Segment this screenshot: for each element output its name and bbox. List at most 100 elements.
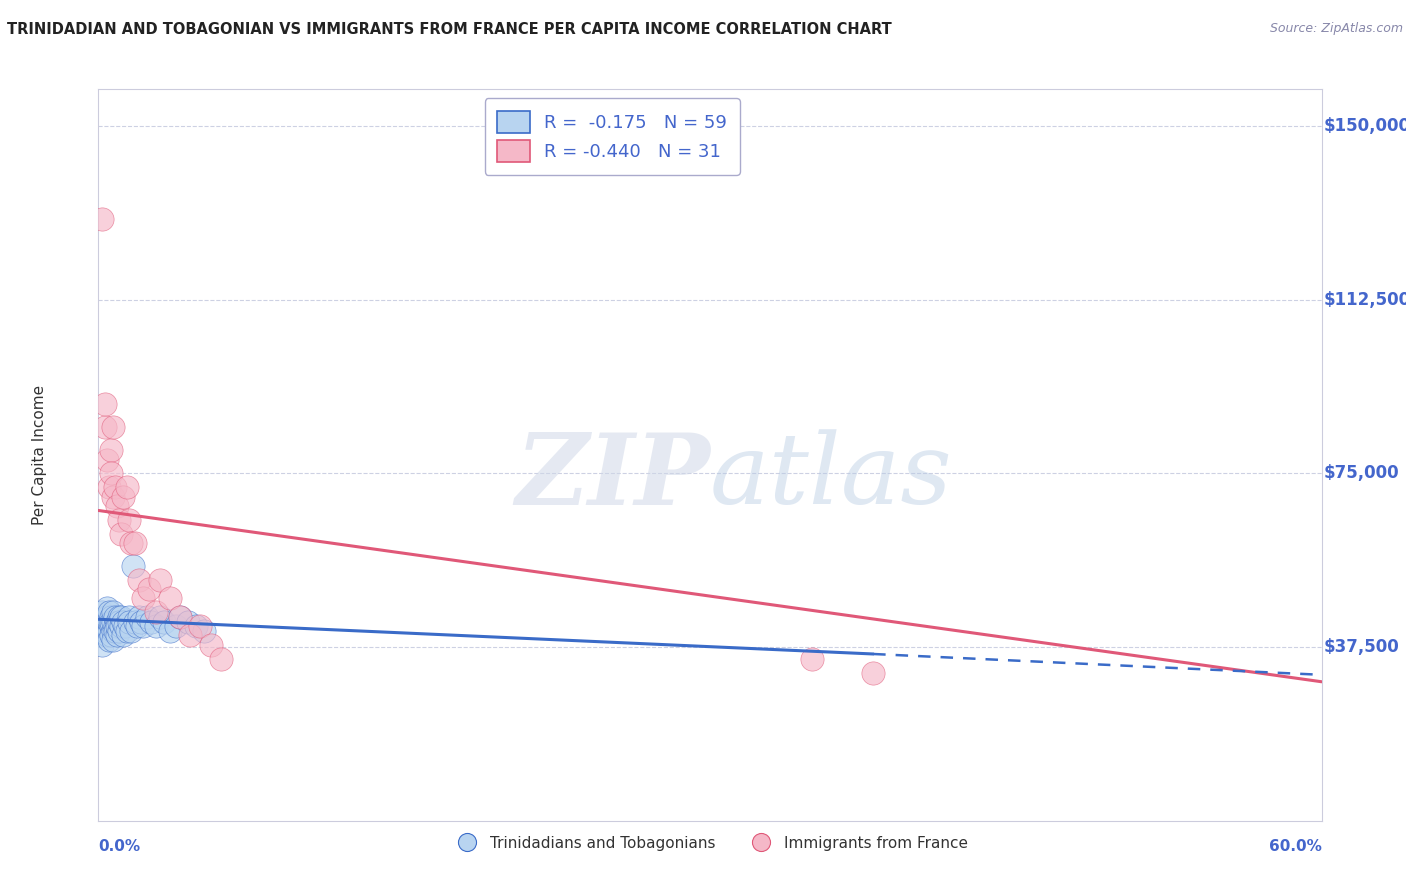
Point	[145, 605, 167, 619]
Point	[101, 490, 124, 504]
Point	[105, 619, 128, 633]
Point	[101, 624, 124, 638]
Point	[93, 397, 115, 411]
Point	[105, 628, 128, 642]
Point	[96, 619, 118, 633]
Point	[128, 610, 150, 624]
Point	[104, 619, 127, 633]
Point	[91, 638, 114, 652]
Point	[122, 559, 145, 574]
Point	[108, 624, 131, 638]
Point	[105, 499, 128, 513]
Text: $112,500: $112,500	[1324, 291, 1406, 309]
Point	[97, 633, 120, 648]
Point	[89, 628, 111, 642]
Point	[165, 619, 187, 633]
Point	[105, 615, 128, 629]
Point	[124, 536, 146, 550]
Point	[108, 615, 131, 629]
Point	[101, 633, 124, 648]
Point	[104, 480, 127, 494]
Text: TRINIDADIAN AND TOBAGONIAN VS IMMIGRANTS FROM FRANCE PER CAPITA INCOME CORRELATI: TRINIDADIAN AND TOBAGONIAN VS IMMIGRANTS…	[7, 22, 891, 37]
Point	[200, 638, 222, 652]
Point	[169, 610, 191, 624]
Point	[149, 573, 172, 587]
Point	[101, 615, 124, 629]
Point	[97, 480, 120, 494]
Point	[100, 619, 122, 633]
Point	[120, 536, 142, 550]
Point	[97, 605, 120, 619]
Point	[179, 628, 201, 642]
Text: Source: ZipAtlas.com: Source: ZipAtlas.com	[1270, 22, 1403, 36]
Point	[115, 624, 138, 638]
Point	[89, 615, 111, 629]
Point	[96, 610, 118, 624]
Point	[100, 615, 122, 629]
Point	[149, 610, 172, 624]
Text: atlas: atlas	[710, 429, 953, 524]
Text: $150,000: $150,000	[1324, 117, 1406, 136]
Point	[118, 615, 141, 629]
Point	[115, 480, 138, 494]
Point	[108, 513, 131, 527]
Point	[177, 615, 200, 629]
Point	[801, 651, 824, 665]
Point	[138, 582, 160, 597]
Text: $75,000: $75,000	[1324, 465, 1400, 483]
Point	[108, 610, 131, 624]
Point	[141, 615, 163, 629]
Point	[111, 615, 134, 629]
Point	[110, 619, 132, 633]
Point	[186, 619, 208, 633]
Point	[111, 490, 134, 504]
Point	[124, 615, 146, 629]
Text: 60.0%: 60.0%	[1268, 838, 1322, 854]
Point	[104, 624, 127, 638]
Point	[862, 665, 884, 680]
Point	[127, 619, 149, 633]
Point	[104, 610, 127, 624]
Point	[111, 628, 134, 642]
Point	[209, 651, 232, 665]
Point	[91, 605, 114, 619]
Point	[101, 605, 124, 619]
Point	[100, 610, 122, 624]
Point	[100, 467, 122, 481]
Point	[114, 619, 136, 633]
Point	[93, 615, 115, 629]
Point	[132, 591, 155, 606]
Point	[93, 610, 115, 624]
Point	[97, 624, 120, 638]
Point	[193, 624, 215, 638]
Point	[159, 591, 181, 606]
Point	[110, 610, 132, 624]
Point	[93, 624, 115, 638]
Point	[188, 619, 212, 633]
Point	[96, 452, 118, 467]
Point	[118, 610, 141, 624]
Text: 0.0%: 0.0%	[98, 838, 141, 854]
Text: ZIP: ZIP	[515, 429, 710, 525]
Point	[159, 624, 181, 638]
Point	[145, 619, 167, 633]
Point	[101, 420, 124, 434]
Point	[93, 420, 115, 434]
Point	[129, 615, 152, 629]
Point	[97, 615, 120, 629]
Point	[136, 610, 159, 624]
Point	[118, 513, 141, 527]
Point	[128, 573, 150, 587]
Point	[110, 526, 132, 541]
Legend: Trinidadians and Tobagonians, Immigrants from France: Trinidadians and Tobagonians, Immigrants…	[446, 830, 974, 857]
Point	[96, 628, 118, 642]
Point	[96, 600, 118, 615]
Point	[100, 443, 122, 458]
Text: Per Capita Income: Per Capita Income	[32, 384, 48, 525]
Point	[132, 619, 155, 633]
Point	[169, 610, 191, 624]
Text: $37,500: $37,500	[1324, 638, 1400, 656]
Point	[120, 624, 142, 638]
Point	[91, 211, 114, 226]
Point	[152, 615, 174, 629]
